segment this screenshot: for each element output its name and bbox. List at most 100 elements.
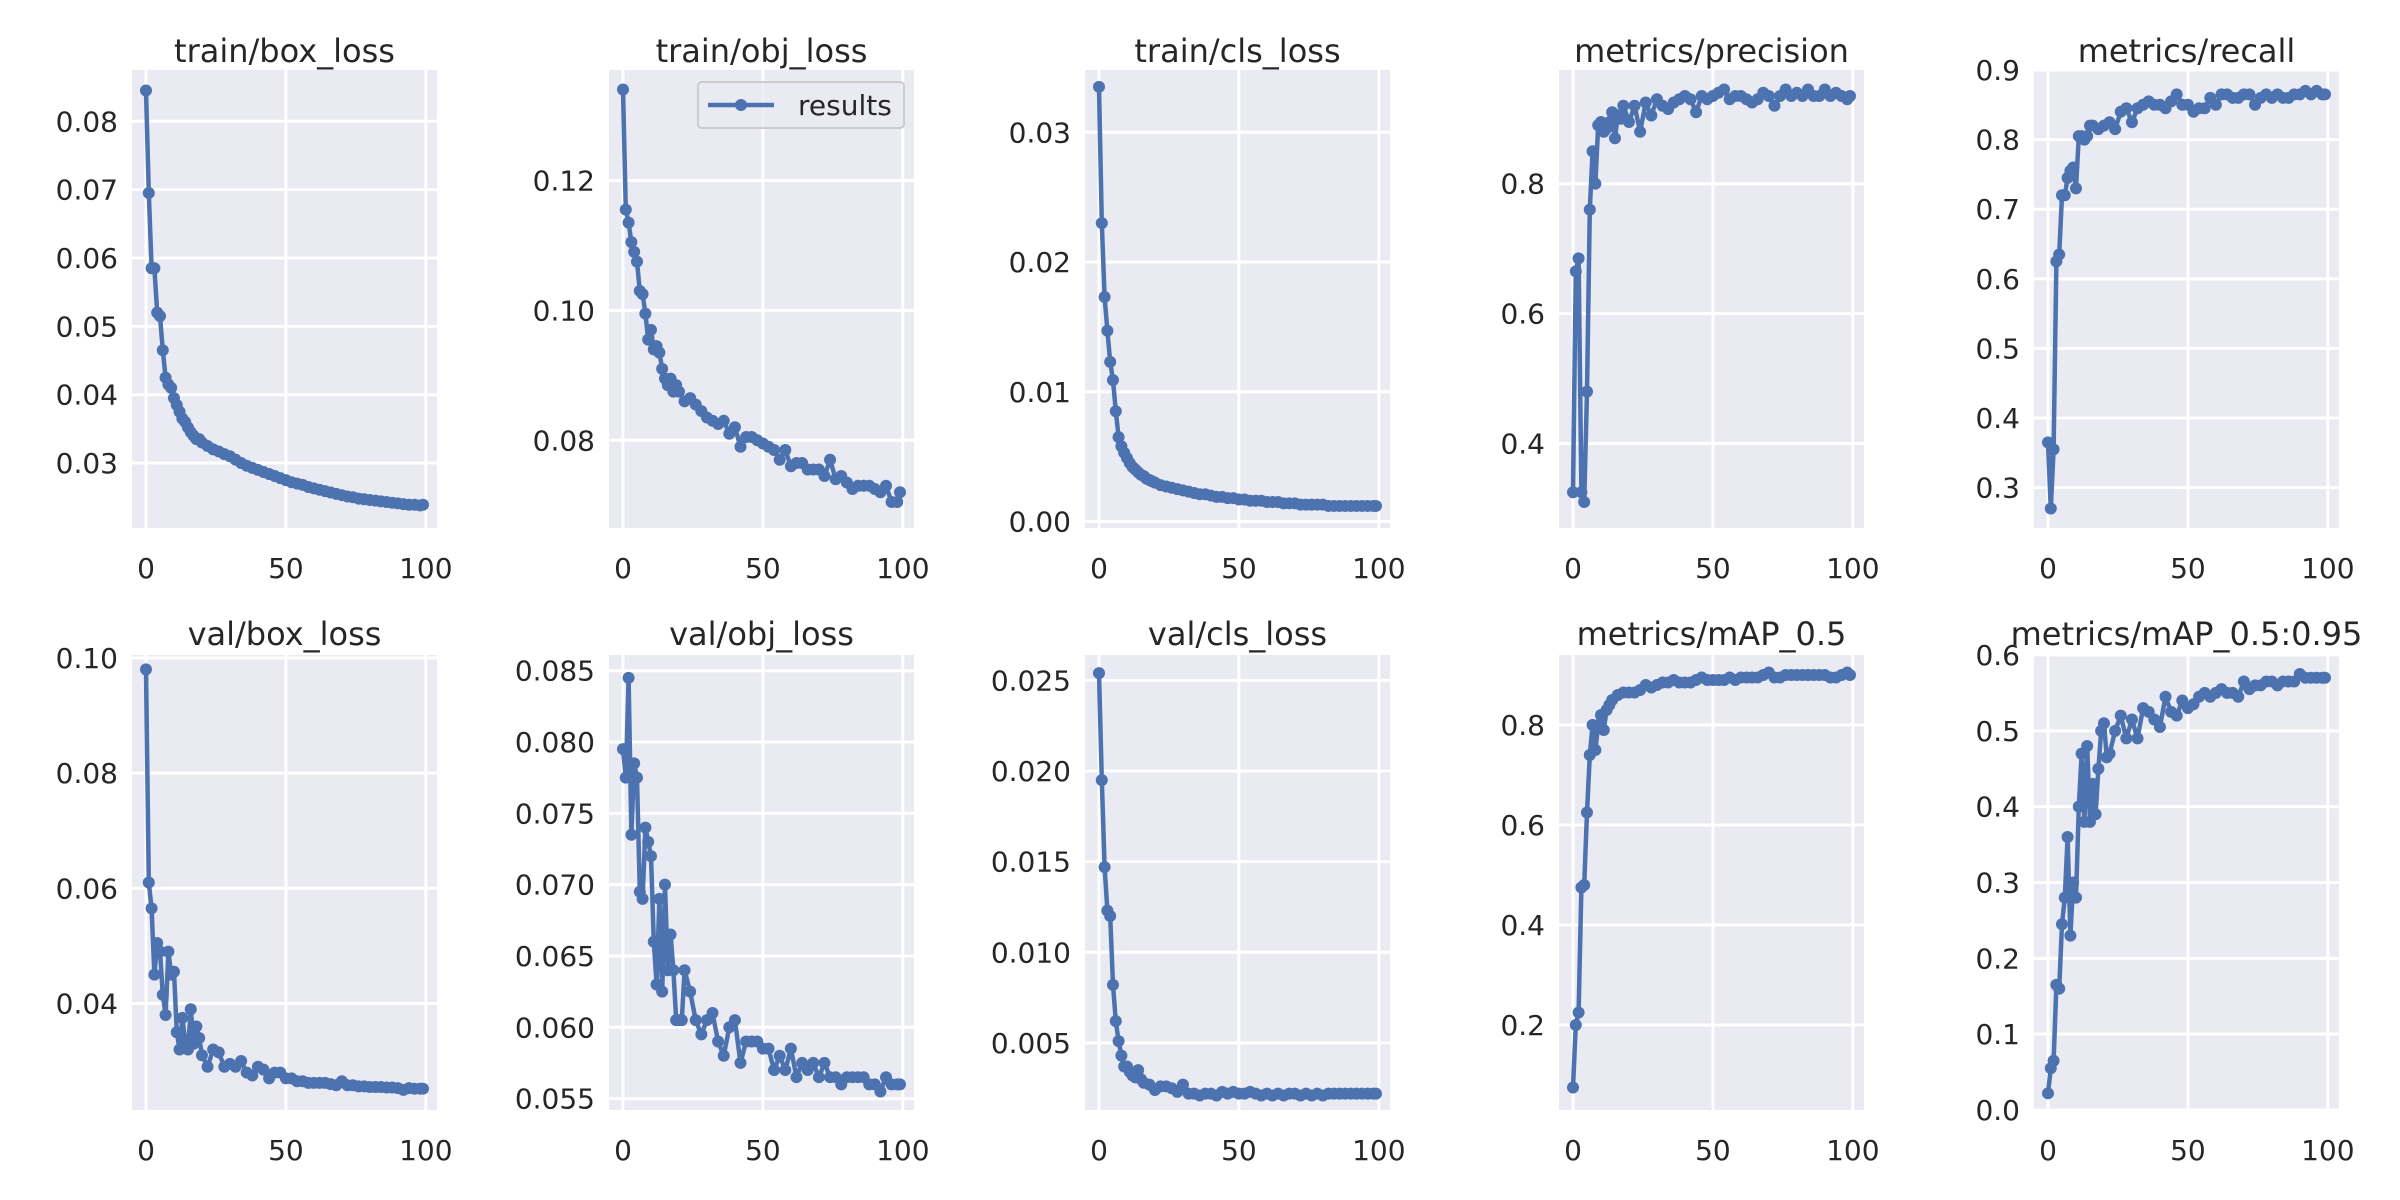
data-point: [664, 928, 677, 941]
data-point: [1569, 265, 1582, 278]
data-point: [653, 892, 666, 905]
x-tick-label: 100: [876, 552, 929, 585]
data-point: [1106, 374, 1119, 387]
data-point: [1597, 724, 1610, 736]
data-point: [156, 988, 169, 1001]
data-point: [2131, 732, 2144, 745]
data-point: [628, 245, 641, 258]
y-tick-label: 0.070: [515, 869, 595, 902]
data-point: [728, 421, 741, 434]
x-tick-label: 50: [2170, 552, 2206, 585]
data-point: [1578, 496, 1591, 509]
x-tick-label: 50: [745, 552, 781, 585]
data-point: [1578, 879, 1591, 891]
x-tick-label: 100: [399, 1134, 452, 1167]
subplot-title: metrics/precision: [1574, 32, 1849, 70]
data-point: [658, 878, 671, 891]
y-tick-label: 0.07: [56, 174, 118, 207]
data-point: [173, 1043, 186, 1056]
data-point: [1370, 1087, 1383, 1100]
data-point: [636, 892, 649, 905]
data-point: [891, 496, 904, 509]
data-point: [1106, 978, 1119, 991]
x-tick-label: 100: [1826, 1134, 1879, 1167]
data-point: [642, 333, 655, 346]
data-point: [1115, 1049, 1128, 1062]
data-point: [139, 663, 152, 676]
data-point: [619, 203, 632, 216]
data-point: [784, 1042, 797, 1055]
x-tick-label: 50: [268, 552, 304, 585]
data-point: [1566, 1081, 1579, 1094]
data-point: [2125, 713, 2138, 726]
y-tick-label: 0.6: [1975, 639, 2020, 672]
x-tick-label: 100: [1352, 552, 1405, 585]
subplot-title: metrics/recall: [2078, 32, 2296, 70]
y-tick-label: 0.025: [991, 664, 1071, 697]
data-point: [2243, 88, 2256, 101]
data-point: [642, 835, 655, 848]
data-point: [1603, 115, 1616, 128]
data-point: [818, 470, 831, 483]
data-point: [779, 1064, 792, 1077]
x-tick-label: 100: [399, 552, 452, 585]
data-point: [630, 771, 643, 784]
data-point: [1098, 291, 1111, 304]
data-point: [616, 83, 629, 96]
y-tick-label: 0.6: [1500, 298, 1545, 331]
x-tick-label: 100: [876, 1134, 929, 1167]
data-point: [2170, 709, 2183, 722]
data-point: [184, 1003, 197, 1016]
data-point: [1589, 744, 1602, 756]
subplot-metrics-map-0-5: metrics/mAP_0.5 0 50 100 0.2 0.4 0.6 0.8: [1500, 615, 1879, 1167]
y-tick-label: 0.12: [533, 164, 595, 197]
data-point: [647, 935, 660, 948]
data-point: [2114, 709, 2127, 722]
data-point: [2120, 102, 2133, 115]
y-tick-label: 0.6: [1500, 809, 1545, 842]
y-tick-label: 0.5: [1975, 332, 2020, 365]
y-tick-label: 0.4: [1975, 791, 2020, 824]
y-tick-label: 0.8: [1500, 168, 1545, 201]
data-point: [717, 414, 730, 427]
data-point: [625, 828, 638, 841]
data-point: [1844, 669, 1857, 681]
data-point: [139, 84, 152, 97]
x-tick-label: 0: [614, 1134, 632, 1167]
subplot-title: train/obj_loss: [656, 32, 868, 70]
y-tick-label: 0.10: [533, 294, 595, 327]
data-point: [1639, 96, 1652, 109]
data-point: [2089, 808, 2102, 821]
y-tick-label: 0.8: [1975, 124, 2020, 157]
data-point: [170, 1026, 183, 1039]
data-point: [2053, 248, 2066, 261]
data-point: [162, 945, 175, 958]
data-point: [625, 236, 638, 249]
data-point: [2081, 740, 2094, 752]
y-tick-label: 0.7: [1975, 193, 2020, 226]
subplot-train-cls-loss: train/cls_loss 0 50 100 0.00 0.01 0.02 0.03: [1009, 32, 1406, 585]
y-tick-label: 0.06: [56, 242, 118, 275]
data-point: [2067, 161, 2080, 174]
data-point: [894, 486, 907, 499]
data-point: [1370, 499, 1383, 512]
data-point: [193, 1032, 206, 1045]
data-point: [1622, 115, 1635, 128]
y-tick-label: 0.010: [991, 936, 1071, 969]
data-point: [1109, 1015, 1122, 1028]
y-tick-label: 0.4: [1975, 402, 2020, 435]
subplot-title: metrics/mAP_0.5:0.95: [2011, 615, 2363, 653]
x-tick-label: 0: [137, 1134, 155, 1167]
y-tick-label: 0.10: [56, 642, 118, 675]
x-tick-label: 50: [2170, 1134, 2206, 1167]
y-tick-label: 0.060: [515, 1011, 595, 1044]
y-tick-label: 0.2: [1500, 1009, 1545, 1042]
data-point: [235, 1055, 248, 1068]
y-tick-label: 0.5: [1975, 715, 2020, 748]
data-point: [1768, 99, 1781, 112]
data-point: [695, 1028, 708, 1041]
x-tick-label: 50: [268, 1134, 304, 1167]
data-point: [2097, 717, 2110, 730]
data-point: [1645, 109, 1658, 122]
